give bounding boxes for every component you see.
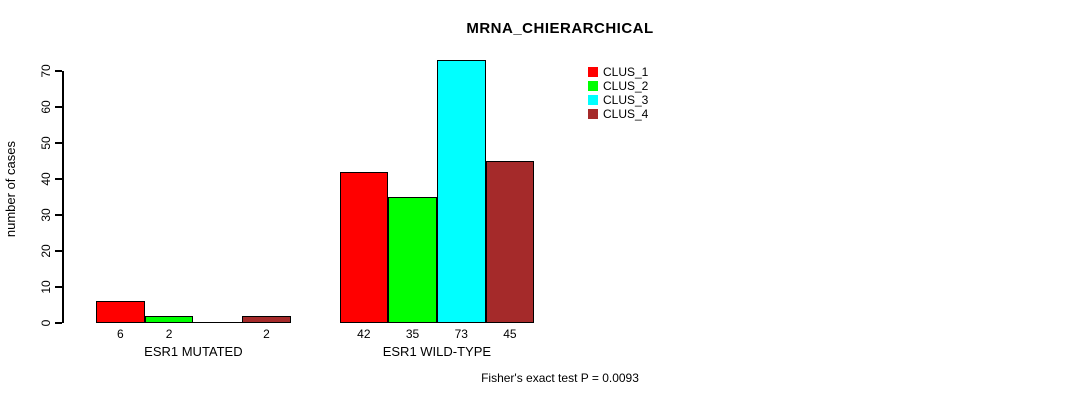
bar-value-label: 2: [165, 327, 173, 341]
bar-clus-2-esr1-mutated: [144, 316, 194, 323]
y-axis-tick-label: 20: [39, 244, 53, 258]
bar-clus-1-esr1-wild-type: [339, 172, 389, 323]
bar-clus-3-esr1-mutated: [193, 321, 243, 323]
y-axis-tick-label: 10: [39, 280, 53, 294]
legend: CLUS_1 CLUS_2 CLUS_3 CLUS_4: [588, 65, 648, 121]
legend-item: CLUS_2: [588, 79, 648, 93]
bar-clus-4-esr1-wild-type: [485, 161, 535, 323]
legend-swatch-clus-4: [588, 109, 598, 119]
x-axis-group-label: ESR1 WILD-TYPE: [382, 344, 492, 359]
bar-clus-3-esr1-wild-type: [436, 60, 486, 323]
y-axis-tick-label: 30: [39, 208, 53, 222]
x-axis-group-label: ESR1 MUTATED: [144, 344, 243, 359]
y-axis-tick-label: 70: [39, 64, 53, 78]
chart-title: MRNA_CHIERARCHICAL: [466, 20, 654, 37]
fisher-test-annotation: Fisher's exact test P = 0.0093: [481, 371, 639, 385]
y-axis-tick: [55, 286, 62, 288]
bar-value-label: 42: [357, 327, 371, 341]
y-axis-tick-label: 60: [39, 100, 53, 114]
bar-value-label: 45: [503, 327, 517, 341]
y-axis-tick-label: 50: [39, 136, 53, 150]
legend-label: CLUS_4: [603, 107, 649, 121]
y-axis-tick: [55, 250, 62, 252]
bar-clus-4-esr1-mutated: [242, 316, 291, 323]
legend-label: CLUS_2: [603, 79, 649, 93]
legend-item: CLUS_4: [588, 107, 648, 121]
legend-label: CLUS_3: [603, 93, 649, 107]
y-axis-tick: [55, 178, 62, 180]
y-axis-tick: [55, 142, 62, 144]
bar-value-label: 6: [117, 327, 124, 341]
legend-swatch-clus-3: [588, 95, 598, 105]
bar-value-label: 2: [263, 327, 270, 341]
bar-clus-2-esr1-wild-type: [388, 197, 437, 323]
y-axis-label: number of cases: [2, 140, 18, 238]
y-axis-tick: [55, 70, 62, 72]
legend-item: CLUS_3: [588, 93, 648, 107]
legend-label: CLUS_1: [603, 65, 649, 79]
y-axis-line: [62, 71, 64, 323]
y-axis-tick: [55, 106, 62, 108]
legend-item: CLUS_1: [588, 65, 648, 79]
y-axis-tick: [55, 322, 62, 324]
bar-value-label: 35: [405, 327, 420, 341]
bar-value-label: 73: [454, 327, 468, 341]
legend-swatch-clus-1: [588, 67, 598, 77]
y-axis-tick-label: 40: [39, 172, 53, 186]
y-axis-tick-label: 0: [39, 319, 53, 327]
bar-clus-1-esr1-mutated: [96, 301, 145, 323]
legend-swatch-clus-2: [588, 81, 598, 91]
y-axis-tick: [55, 214, 62, 216]
